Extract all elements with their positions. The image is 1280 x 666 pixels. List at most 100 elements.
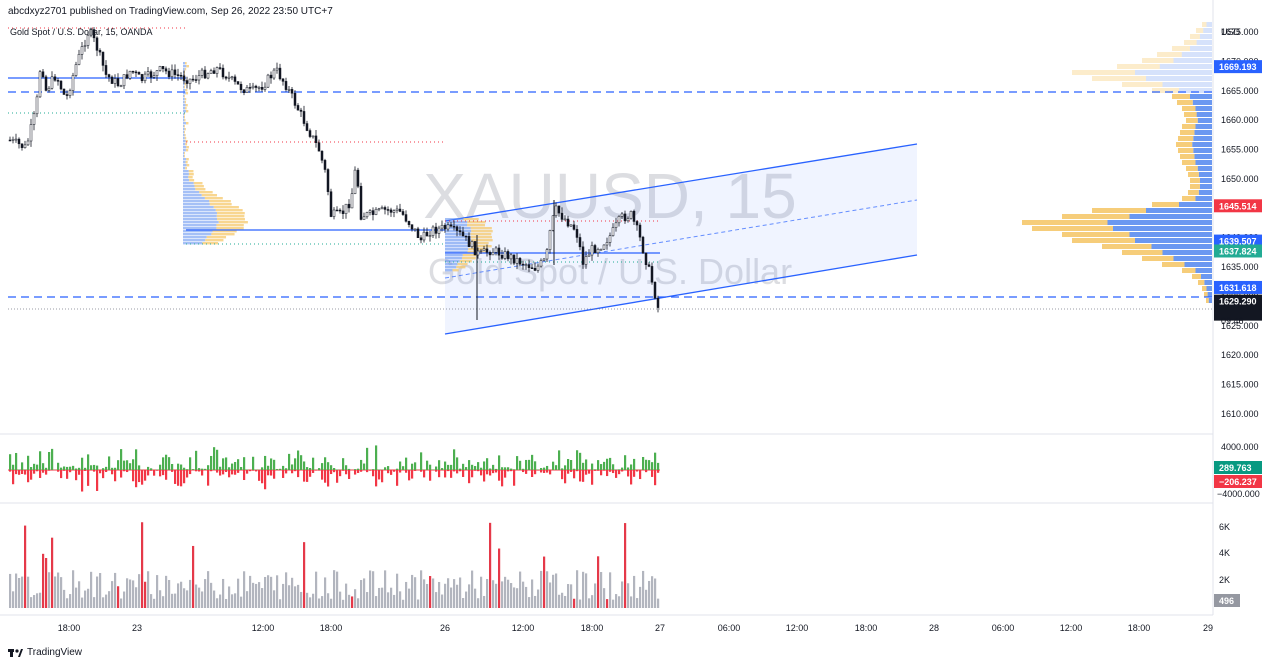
candle — [320, 150, 324, 164]
range-profile-bar-blue — [1162, 250, 1212, 255]
delta-bar-positive — [606, 458, 609, 470]
price-tick: 1650.000 — [1221, 174, 1259, 184]
session-profile-bar-blue — [445, 221, 468, 224]
delta-bar-negative — [177, 470, 180, 486]
range-profile-bar-blue — [1181, 52, 1212, 57]
delta-bar-positive — [21, 462, 24, 470]
volume-bar — [339, 591, 342, 608]
candle — [275, 62, 279, 74]
volume-bar — [36, 593, 39, 608]
delta-bar-negative — [123, 470, 126, 472]
candle — [188, 78, 192, 90]
volume-bar — [294, 586, 297, 608]
candle — [362, 212, 366, 220]
volume-bar — [96, 576, 99, 608]
candle-body — [629, 210, 633, 219]
delta-bar-negative — [144, 470, 147, 481]
candlestick-series[interactable] — [8, 27, 660, 320]
delta-bar-negative — [654, 470, 657, 486]
delta-bar-positive — [63, 466, 66, 470]
candle-body — [392, 210, 396, 213]
delta-bar-positive — [633, 458, 636, 470]
volume-bar — [423, 579, 426, 608]
delta-bar-positive — [471, 464, 474, 470]
delta-bar-negative — [486, 470, 489, 475]
delta-bar-positive — [306, 467, 309, 470]
candle — [419, 235, 423, 244]
price-tick: 1665.000 — [1221, 86, 1259, 96]
candle — [8, 136, 12, 142]
session-profile-bar-blue — [183, 209, 216, 212]
candle-body — [461, 231, 465, 237]
volume-bar — [504, 576, 507, 608]
delta-bar-positive — [24, 469, 27, 470]
candle — [176, 68, 180, 81]
volume-bar — [18, 578, 21, 608]
volume-bar — [612, 599, 615, 608]
volume-bar — [369, 570, 372, 608]
volume-bar — [171, 593, 174, 608]
candle-body — [449, 224, 453, 227]
volume-bar — [225, 598, 228, 608]
delta-bar-negative — [186, 470, 189, 478]
candle — [59, 80, 63, 91]
volume-bar — [30, 597, 33, 608]
session-profile-bar-blue — [445, 257, 462, 260]
volume-bar — [174, 593, 177, 608]
candle — [335, 206, 339, 212]
candle-body — [56, 80, 60, 82]
session-profile-bar-blue — [183, 230, 213, 233]
range-profile-bar-blue — [1146, 76, 1212, 81]
candle-body — [338, 209, 342, 212]
price-tag-bg — [1214, 234, 1262, 248]
delta-bar-positive — [39, 451, 42, 470]
delta-bar-positive — [582, 462, 585, 470]
delta-bar-positive — [84, 467, 87, 470]
volume-bar — [561, 592, 564, 608]
delta-bar-negative — [105, 470, 108, 473]
delta-bar-negative — [498, 470, 501, 481]
time-axis[interactable]: 18:00 23 12:00 18:00 26 12:00 18:00 27 06:00 12:0… — [58, 623, 1213, 633]
volume-bar — [246, 591, 249, 608]
volume-bar — [450, 587, 453, 608]
session-profile-bar-blue — [183, 188, 196, 191]
price-axis[interactable]: USD 1675.0001670.0001665.0001660.0001655… — [1214, 27, 1262, 419]
publisher-line: abcdxyz2701 published on TradingView.com… — [8, 6, 333, 17]
candle-body — [620, 213, 624, 217]
candle — [599, 248, 603, 251]
candle — [596, 247, 600, 257]
price-tag-bg — [1214, 60, 1262, 74]
session-profile-bar-blue — [183, 116, 185, 119]
candle — [227, 71, 231, 82]
delta-bar-positive — [114, 467, 117, 470]
delta-bar-positive — [162, 457, 165, 470]
symbol-legend[interactable]: Gold Spot / U.S. Dollar, 15, OANDA — [10, 27, 153, 37]
session-profile-bar-yellow — [185, 161, 188, 164]
volume-histogram[interactable] — [9, 522, 660, 608]
candle — [182, 70, 186, 84]
delta-bar-positive — [492, 464, 495, 470]
candle-body — [374, 208, 378, 215]
volume-bar — [378, 587, 381, 608]
delta-bar-negative — [189, 470, 192, 475]
volume-bar — [558, 594, 561, 608]
delta-bar-negative — [459, 470, 462, 472]
delta-bar-positive — [438, 460, 441, 470]
session-profile-bar-blue — [183, 107, 185, 110]
candle — [68, 88, 72, 99]
candle — [239, 81, 243, 94]
session-profile-bar-yellow — [462, 254, 478, 257]
delta-bar-positive — [573, 468, 576, 470]
range-profile-bar-blue — [1199, 34, 1212, 39]
candle-body — [188, 78, 192, 84]
volume-delta-histogram[interactable] — [9, 445, 660, 492]
candle-body — [50, 76, 54, 89]
delta-bar-negative — [9, 470, 12, 472]
session-profile-bar-yellow — [185, 143, 188, 146]
time-label: 18:00 — [320, 623, 343, 633]
range-profile-bar-yellow — [1182, 196, 1196, 201]
volume-bar — [372, 571, 375, 608]
candle — [617, 215, 621, 227]
delta-bar-positive — [240, 467, 243, 470]
